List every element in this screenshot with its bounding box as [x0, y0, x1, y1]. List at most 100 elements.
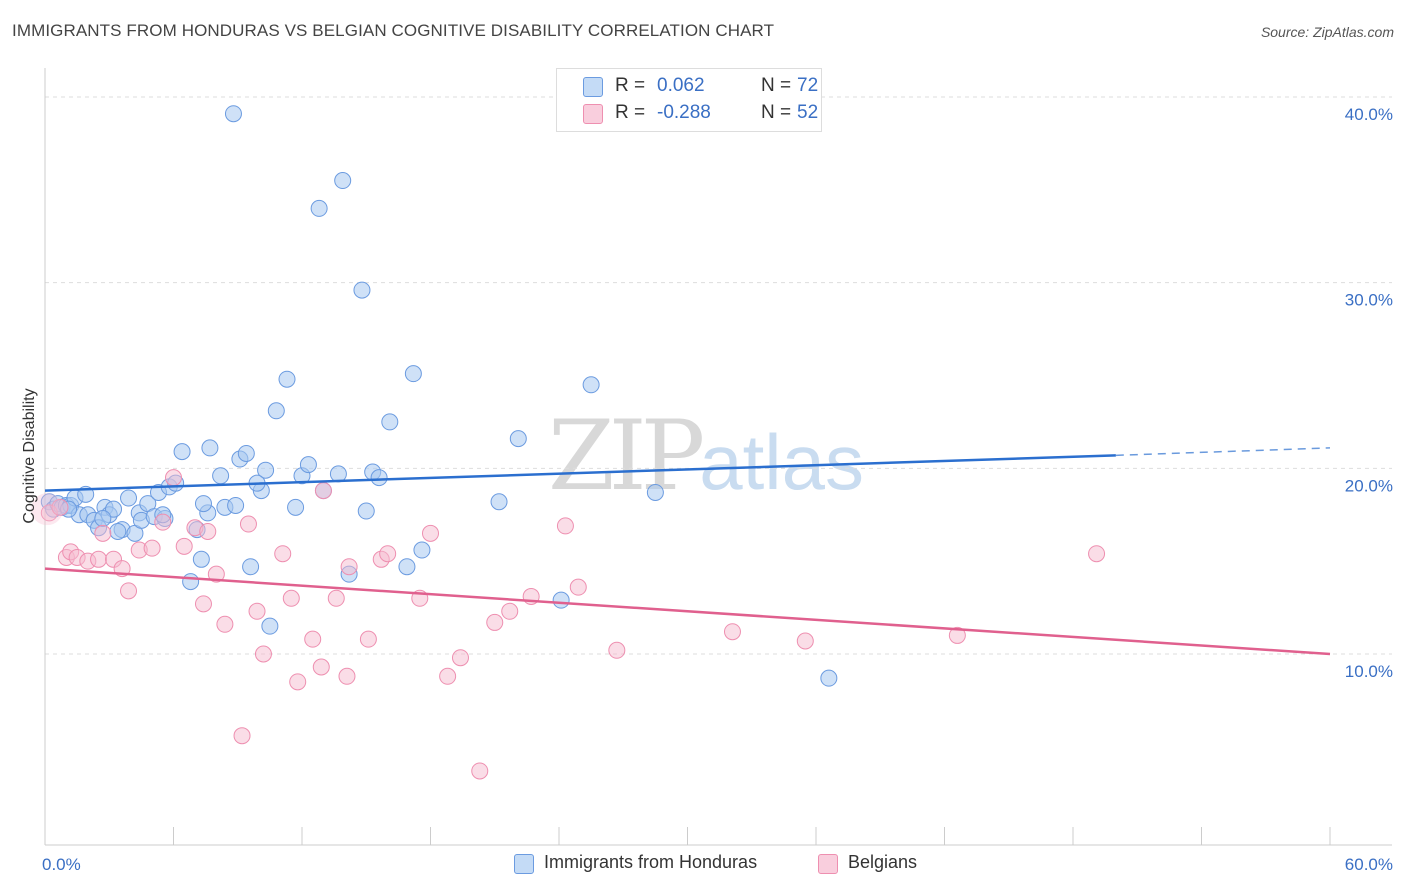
- data-point-honduras: [201, 439, 219, 457]
- data-point-belgian: [796, 632, 814, 650]
- x-tick-label: 0.0%: [42, 855, 81, 874]
- y-tick-label: 30.0%: [1345, 291, 1393, 310]
- legend-r-value: 0.062: [657, 75, 705, 96]
- source-label: Source: ZipAtlas.com: [1260, 24, 1394, 40]
- data-point-belgian: [1088, 545, 1106, 563]
- data-point-honduras: [212, 467, 230, 485]
- x-tick-label: 60.0%: [1345, 855, 1393, 874]
- data-point-honduras: [278, 370, 296, 388]
- data-point-belgian: [207, 565, 225, 583]
- data-point-belgian: [199, 522, 217, 540]
- data-point-belgian: [274, 545, 292, 563]
- data-point-honduras: [109, 522, 127, 540]
- data-point-honduras: [329, 465, 347, 483]
- data-point-honduras: [192, 550, 210, 568]
- data-point-honduras: [120, 489, 138, 507]
- data-point-belgian: [501, 602, 519, 620]
- legend-swatch-blue: [514, 854, 534, 874]
- y-tick-label: 10.0%: [1345, 662, 1393, 681]
- data-point-honduras: [105, 500, 123, 518]
- trend-line-honduras-extension: [1115, 447, 1331, 457]
- data-point-honduras: [582, 376, 600, 394]
- data-point-belgian: [556, 517, 574, 535]
- data-point-belgian: [165, 469, 182, 487]
- data-point-belgian: [608, 641, 626, 659]
- trend-line-honduras: [44, 454, 1116, 492]
- data-point-belgian: [486, 613, 504, 631]
- data-point-honduras: [182, 573, 200, 591]
- data-point-belgian: [327, 589, 345, 607]
- data-point-honduras: [173, 443, 191, 461]
- legend-n-label: N =: [761, 102, 792, 123]
- data-point-honduras: [299, 456, 317, 474]
- data-point-honduras: [287, 498, 305, 516]
- data-point-belgian: [248, 602, 266, 620]
- data-point-belgian: [340, 558, 358, 576]
- data-point-honduras: [227, 496, 245, 514]
- y-axis-label: Cognitive Disability: [21, 388, 38, 524]
- legend-label: Immigrants from Honduras: [544, 852, 758, 872]
- data-point-honduras: [490, 493, 508, 511]
- y-tick-label: 20.0%: [1345, 476, 1393, 495]
- data-point-belgian: [338, 667, 356, 685]
- zipatlas-watermark: ZIPatlas: [548, 400, 864, 512]
- data-point-honduras: [257, 461, 275, 479]
- data-point-honduras: [353, 281, 371, 299]
- data-point-belgian: [120, 582, 138, 600]
- data-point-belgian: [239, 515, 257, 533]
- trend-line-belgians: [44, 567, 1331, 656]
- data-point-belgian: [233, 727, 251, 745]
- trend-lines: [44, 447, 1331, 656]
- chart-title: IMMIGRANTS FROM HONDURAS VS BELGIAN COGN…: [12, 21, 775, 40]
- data-point-belgian: [90, 550, 108, 568]
- data-point-honduras: [646, 483, 664, 501]
- data-point-honduras: [267, 402, 285, 420]
- data-point-honduras: [381, 413, 399, 431]
- legend-label: Belgians: [848, 852, 918, 872]
- data-point-belgian: [379, 545, 397, 563]
- data-point-honduras: [242, 558, 260, 576]
- data-point-belgian: [282, 589, 300, 607]
- watermark-zip: ZIP: [548, 400, 705, 512]
- data-point-honduras: [404, 365, 422, 383]
- legend-swatch-pink: [583, 104, 603, 124]
- tick-labels: 10.0% 20.0% 30.0% 40.0% 0.0% 60.0%: [42, 105, 1393, 874]
- data-point-belgian: [51, 498, 69, 516]
- legend-r-value: -0.288: [657, 102, 711, 123]
- data-point-honduras: [413, 541, 431, 559]
- data-point-honduras: [94, 509, 112, 527]
- series-belgians: [31, 469, 1106, 780]
- data-point-belgian: [304, 630, 322, 648]
- data-point-honduras: [820, 669, 838, 687]
- y-tick-label: 40.0%: [1345, 105, 1393, 124]
- correlation-legend: R = 0.062 N = 72 R = -0.288 N = 52: [556, 68, 822, 132]
- data-point-belgian: [359, 630, 377, 648]
- legend-n-value: 52: [797, 102, 819, 123]
- data-point-belgian: [451, 649, 469, 667]
- data-point-belgian: [175, 537, 193, 555]
- data-point-honduras: [398, 558, 416, 576]
- legend-n-value: 72: [797, 75, 819, 96]
- axes: [44, 68, 1392, 846]
- data-point-honduras: [509, 430, 527, 448]
- data-point-belgian: [289, 673, 307, 691]
- legend-swatch-pink: [818, 854, 838, 874]
- data-point-belgian: [216, 615, 234, 633]
- data-point-belgian: [94, 524, 112, 542]
- series-honduras: [40, 105, 838, 687]
- data-point-honduras: [357, 502, 375, 520]
- data-point-belgian: [314, 482, 332, 500]
- data-point-belgian: [439, 667, 457, 685]
- data-point-belgian: [194, 595, 212, 613]
- data-point-honduras: [237, 444, 255, 462]
- data-point-honduras: [261, 617, 279, 635]
- data-point-belgian: [143, 539, 161, 557]
- legend-swatch-blue: [583, 77, 603, 97]
- data-point-honduras: [194, 495, 212, 513]
- data-point-belgian: [154, 513, 172, 531]
- data-point-belgian: [723, 623, 741, 641]
- data-point-belgian: [948, 626, 966, 644]
- data-point-belgian-cluster: [31, 493, 64, 526]
- data-point-belgian: [312, 658, 330, 676]
